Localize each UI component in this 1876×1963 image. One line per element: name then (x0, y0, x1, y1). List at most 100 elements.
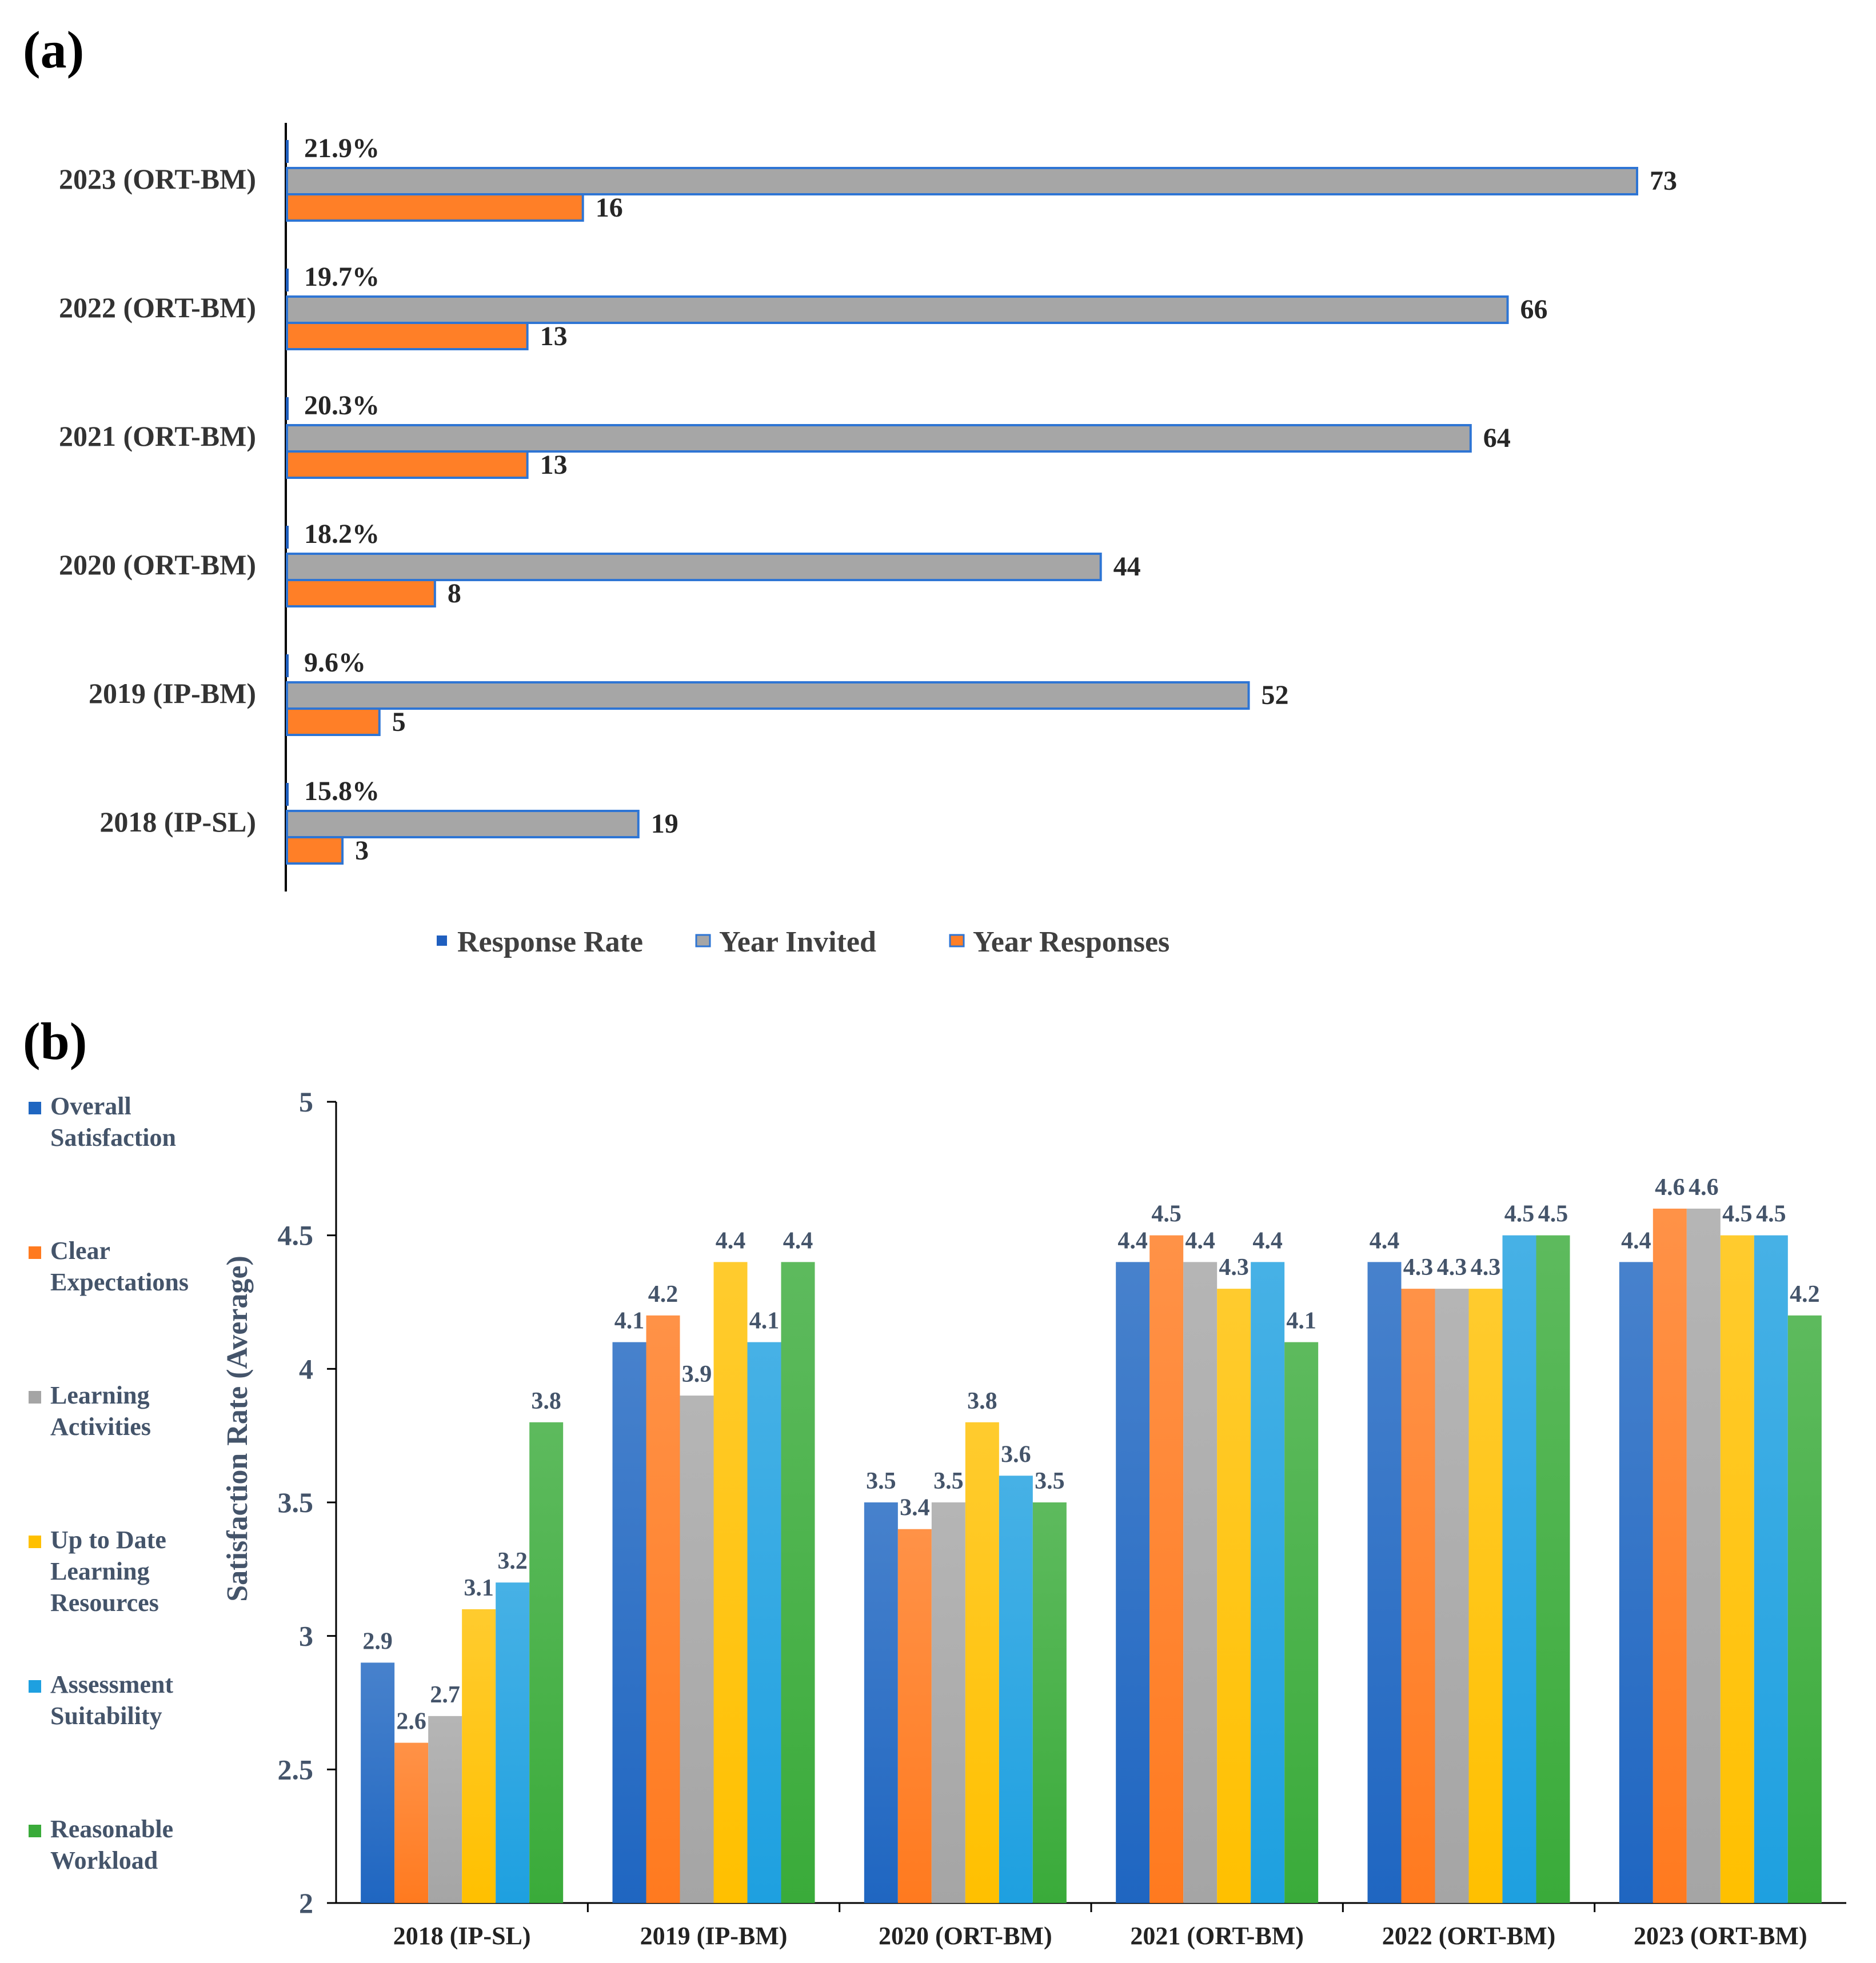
bar-overall-satisfaction-2021-ort-bm (1116, 1262, 1150, 1903)
data-label-overall-satisfaction-2018-ip-sl: 2.9 (362, 1628, 393, 1654)
bar-up-to-date-learning-resources-2021-ort-bm (1217, 1289, 1251, 1903)
bar-overall-satisfaction-2019-ip-bm (612, 1342, 646, 1903)
bar-learning-activities-2023-ort-bm (1686, 1208, 1721, 1903)
data-label-assessment-suitability-2021-ort-bm: 4.4 (1252, 1228, 1283, 1254)
category-label-2021-ort-bm: 2021 (ORT-BM) (1130, 1922, 1304, 1950)
bar-year-invited-2021-ort-bm (286, 424, 1472, 453)
y-tick-label-4: 4 (299, 1353, 313, 1385)
bar-year-responses-2019-ip-bm (286, 707, 381, 736)
legend-label-year-responses: Year Responses (973, 926, 1169, 958)
data-label-learning-activities-2023-ort-bm: 4.6 (1689, 1174, 1719, 1201)
bar-assessment-suitability-2021-ort-bm (1251, 1262, 1285, 1903)
bar-reasonable-workload-2022-ort-bm (1536, 1235, 1570, 1903)
data-label-up-to-date-learning-resources-2020-ort-bm: 3.8 (967, 1388, 997, 1414)
legend-label-up-to-date-learning-resources-line-3: Resources (50, 1589, 159, 1617)
bar-year-responses-2018-ip-sl (286, 836, 344, 865)
data-label-up-to-date-learning-resources-2023-ort-bm: 4.5 (1722, 1201, 1753, 1228)
bar-response-rate-2020-ort-bm (286, 526, 289, 549)
legend-b: Overall Satisfaction Clear Expectations Lear… (29, 1092, 189, 1874)
bar-clear-expectations-2021-ort-bm (1149, 1235, 1184, 1903)
data-label-up-to-date-learning-resources-2022-ort-bm: 4.3 (1471, 1254, 1501, 1281)
data-label-reasonable-workload-2023-ort-bm: 4.2 (1790, 1281, 1820, 1308)
bar-learning-activities-2018-ip-sl (428, 1716, 462, 1903)
category-label-2019-ip-bm: 2019 (IP-BM) (89, 677, 256, 709)
legend-label-up-to-date-learning-resources-line-1: Up to Date (50, 1526, 166, 1554)
data-label-response-rate-2022-ort-bm: 19.7% (304, 262, 380, 292)
bar-response-rate-2019-ip-bm (286, 654, 289, 677)
bar-overall-satisfaction-2022-ort-bm (1367, 1262, 1402, 1903)
legend-swatch-year-responses (949, 934, 965, 947)
legend-a: Response Rate Year Invited Year Response… (437, 926, 1169, 958)
bar-response-rate-2023-ort-bm (286, 140, 289, 163)
bar-learning-activities-2021-ort-bm (1183, 1262, 1218, 1903)
bar-year-invited-2019-ip-bm (286, 681, 1250, 710)
bar-year-responses-2023-ort-bm (286, 193, 584, 222)
data-label-clear-expectations-2023-ort-bm: 4.6 (1655, 1174, 1685, 1201)
data-label-response-rate-2018-ip-sl: 15.8% (304, 776, 380, 806)
legend-swatch-year-invited (695, 934, 711, 947)
bar-reasonable-workload-2021-ort-bm (1284, 1342, 1319, 1903)
data-label-response-rate-2023-ort-bm: 21.9% (304, 133, 380, 163)
data-label-assessment-suitability-2022-ort-bm: 4.5 (1504, 1201, 1535, 1228)
bar-reasonable-workload-2019-ip-bm (781, 1262, 815, 1903)
bar-year-invited-2018-ip-sl (286, 810, 640, 838)
legend-label-clear-expectations-line-1: Clear (50, 1237, 110, 1265)
y-tick-label-0: 2 (299, 1887, 313, 1919)
data-label-reasonable-workload-2018-ip-sl: 3.8 (531, 1388, 561, 1414)
data-label-year-responses-2019-ip-bm: 5 (392, 707, 406, 737)
category-label-2023-ort-bm: 2023 (ORT-BM) (59, 163, 256, 195)
legend-swatch-assessment-suitability (29, 1680, 41, 1693)
legend-label-reasonable-workload-line-1: Reasonable (50, 1815, 173, 1843)
bar-clear-expectations-2019-ip-bm (646, 1315, 680, 1903)
data-label-overall-satisfaction-2020-ort-bm: 3.5 (866, 1468, 896, 1494)
legend-label-up-to-date-learning-resources-line-2: Learning (50, 1557, 150, 1585)
data-label-learning-activities-2022-ort-bm: 4.3 (1437, 1254, 1467, 1281)
y-tick-label-5: 4.5 (278, 1220, 314, 1252)
data-label-clear-expectations-2019-ip-bm: 4.2 (648, 1281, 678, 1308)
data-label-assessment-suitability-2020-ort-bm: 3.6 (1001, 1441, 1031, 1468)
legend-swatch-learning-activities (29, 1391, 41, 1404)
data-label-learning-activities-2020-ort-bm: 3.5 (933, 1468, 964, 1494)
data-label-assessment-suitability-2023-ort-bm: 4.5 (1756, 1201, 1786, 1228)
y-tick-label-2: 3 (299, 1620, 313, 1652)
data-label-reasonable-workload-2022-ort-bm: 4.5 (1538, 1201, 1568, 1228)
bar-assessment-suitability-2018-ip-sl (496, 1582, 530, 1903)
data-label-reasonable-workload-2019-ip-bm: 4.4 (783, 1228, 813, 1254)
data-label-year-invited-2023-ort-bm: 73 (1650, 166, 1677, 196)
panel-b: (b) Satisfaction Rate (Average) 2 2.5 3 3.5… (23, 1012, 1846, 1950)
data-label-overall-satisfaction-2021-ort-bm: 4.4 (1117, 1228, 1148, 1254)
bar-learning-activities-2020-ort-bm (931, 1502, 965, 1903)
bar-year-invited-2022-ort-bm (286, 295, 1509, 324)
bar-reasonable-workload-2018-ip-sl (529, 1422, 564, 1903)
data-label-year-responses-2022-ort-bm: 13 (540, 321, 568, 351)
bar-up-to-date-learning-resources-2019-ip-bm (713, 1262, 748, 1903)
category-label-2018-ip-sl: 2018 (IP-SL) (393, 1922, 531, 1950)
data-label-learning-activities-2018-ip-sl: 2.7 (430, 1682, 460, 1708)
data-label-up-to-date-learning-resources-2018-ip-sl: 3.1 (464, 1575, 494, 1601)
category-label-2022-ort-bm: 2022 (ORT-BM) (59, 291, 256, 323)
y-ticks-b: 2 2.5 3 3.5 4 4.5 5 (278, 1086, 336, 1919)
legend-swatch-up-to-date-learning-resources (29, 1536, 41, 1548)
data-label-year-invited-2018-ip-sl: 19 (651, 809, 678, 839)
bar-clear-expectations-2020-ort-bm (897, 1529, 932, 1903)
bar-learning-activities-2022-ort-bm (1435, 1289, 1469, 1903)
category-label-2020-ort-bm: 2020 (ORT-BM) (59, 549, 256, 581)
bar-response-rate-2021-ort-bm (286, 397, 289, 420)
panel-a: (a) 2023 (ORT-BM) 21.9% 73 16 2022 (ORT-BM) 1… (23, 21, 1677, 958)
bar-assessment-suitability-2023-ort-bm (1754, 1235, 1788, 1903)
legend-swatch-reasonable-workload (29, 1825, 41, 1837)
bar-year-invited-2020-ort-bm (286, 553, 1102, 581)
bar-clear-expectations-2023-ort-bm (1653, 1208, 1687, 1903)
bar-assessment-suitability-2020-ort-bm (999, 1476, 1033, 1903)
y-tick-label-3: 3.5 (278, 1486, 314, 1518)
bar-response-rate-2018-ip-sl (286, 783, 289, 806)
data-label-overall-satisfaction-2022-ort-bm: 4.4 (1370, 1228, 1400, 1254)
category-label-2019-ip-bm: 2019 (IP-BM) (640, 1922, 788, 1950)
legend-label-assessment-suitability-line-2: Suitability (50, 1702, 162, 1730)
legend-label-overall-satisfaction-line-2: Satisfaction (50, 1124, 176, 1152)
bar-response-rate-2022-ort-bm (286, 269, 289, 291)
data-label-learning-activities-2019-ip-bm: 3.9 (682, 1361, 712, 1388)
bar-learning-activities-2019-ip-bm (680, 1396, 714, 1903)
